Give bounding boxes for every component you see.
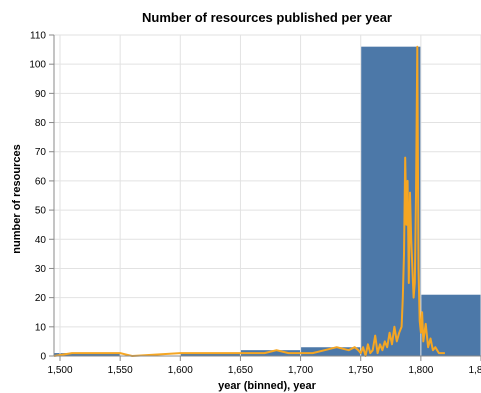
x-tick-label: 1,800 xyxy=(408,365,433,376)
y-tick-label: 80 xyxy=(35,118,47,129)
grid xyxy=(54,34,481,357)
x-tick-label: 1,850 xyxy=(468,365,481,376)
chart-title: Number of resources published per year xyxy=(142,10,392,25)
bar xyxy=(240,350,301,356)
bar xyxy=(301,347,361,356)
axes: 0 10 20 30 40 50 60 70 80 90 100 110 1,500 1,550 1,600… xyxy=(29,31,481,376)
bar xyxy=(421,294,481,356)
y-tick-label: 0 xyxy=(40,352,46,363)
x-tick-label: 1,550 xyxy=(108,365,133,376)
y-tick-label: 60 xyxy=(35,176,47,187)
y-tick-label: 50 xyxy=(35,206,47,217)
y-tick-label: 40 xyxy=(35,235,47,246)
x-tick-label: 1,600 xyxy=(168,365,193,376)
y-axis-title: number of resources xyxy=(11,144,23,253)
bar xyxy=(180,353,240,356)
y-tick-label: 20 xyxy=(35,293,47,304)
y-tick-label: 100 xyxy=(29,60,46,71)
y-tick-label: 70 xyxy=(35,147,47,158)
x-tick-label: 1,750 xyxy=(348,365,373,376)
x-tick-label: 1,700 xyxy=(288,365,313,376)
y-tick-label: 90 xyxy=(35,89,47,100)
x-tick-label: 1,500 xyxy=(47,365,72,376)
y-tick-label: 110 xyxy=(30,31,46,42)
x-tick-label: 1,650 xyxy=(228,365,253,376)
bar xyxy=(60,353,120,356)
bar xyxy=(361,46,421,356)
y-tick-label: 10 xyxy=(35,322,47,333)
y-tick-label: 30 xyxy=(35,264,47,275)
line-series xyxy=(53,45,445,357)
x-axis-title: year (binned), year xyxy=(218,380,317,392)
